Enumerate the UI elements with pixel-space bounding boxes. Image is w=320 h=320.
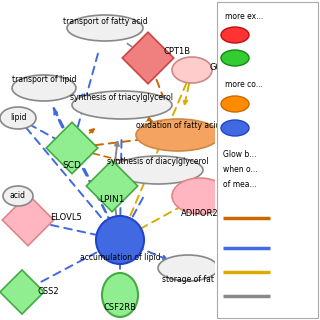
Text: ELOVL5: ELOVL5 — [50, 213, 82, 222]
Ellipse shape — [172, 178, 228, 214]
Ellipse shape — [136, 119, 220, 151]
Ellipse shape — [221, 96, 249, 112]
Text: of mea...: of mea... — [223, 180, 257, 189]
Text: Glow b...: Glow b... — [223, 150, 256, 159]
Text: CSS2: CSS2 — [38, 287, 60, 297]
Bar — [122, 32, 174, 84]
Ellipse shape — [221, 27, 249, 43]
Text: when o...: when o... — [223, 165, 258, 174]
Text: oxidation of fatty acid: oxidation of fatty acid — [136, 122, 220, 131]
Text: synthesis of diacylglycerol: synthesis of diacylglycerol — [107, 157, 209, 166]
Text: CSF2RB: CSF2RB — [103, 303, 137, 313]
Bar — [0, 270, 44, 314]
Ellipse shape — [221, 120, 249, 136]
Text: lipid: lipid — [10, 114, 27, 123]
Ellipse shape — [72, 91, 172, 119]
Bar — [46, 122, 98, 174]
Text: G0S2: G0S2 — [210, 63, 232, 73]
Text: SCD: SCD — [63, 161, 81, 170]
Text: LPIN1: LPIN1 — [99, 196, 125, 204]
Ellipse shape — [12, 75, 76, 101]
Ellipse shape — [221, 50, 249, 66]
Ellipse shape — [172, 57, 212, 83]
Text: more ex...: more ex... — [225, 12, 263, 21]
Text: acid: acid — [10, 190, 26, 199]
Text: synthesis of triacylglycerol: synthesis of triacylglycerol — [70, 93, 173, 102]
Text: accumulation of lipid: accumulation of lipid — [80, 253, 160, 262]
Text: ADIPOR2: ADIPOR2 — [181, 210, 219, 219]
Text: transport of fatty acid: transport of fatty acid — [63, 18, 147, 27]
Ellipse shape — [96, 216, 144, 264]
Bar — [2, 194, 54, 246]
Text: transport of lipid: transport of lipid — [12, 76, 76, 84]
Ellipse shape — [67, 15, 143, 41]
Bar — [86, 160, 138, 212]
Text: storage of fat: storage of fat — [162, 276, 214, 284]
Ellipse shape — [0, 107, 36, 129]
Ellipse shape — [3, 186, 33, 206]
Ellipse shape — [158, 255, 218, 281]
Text: CPT1B: CPT1B — [163, 47, 190, 57]
Text: more co...: more co... — [225, 80, 263, 89]
Ellipse shape — [113, 156, 203, 184]
Ellipse shape — [102, 273, 138, 317]
